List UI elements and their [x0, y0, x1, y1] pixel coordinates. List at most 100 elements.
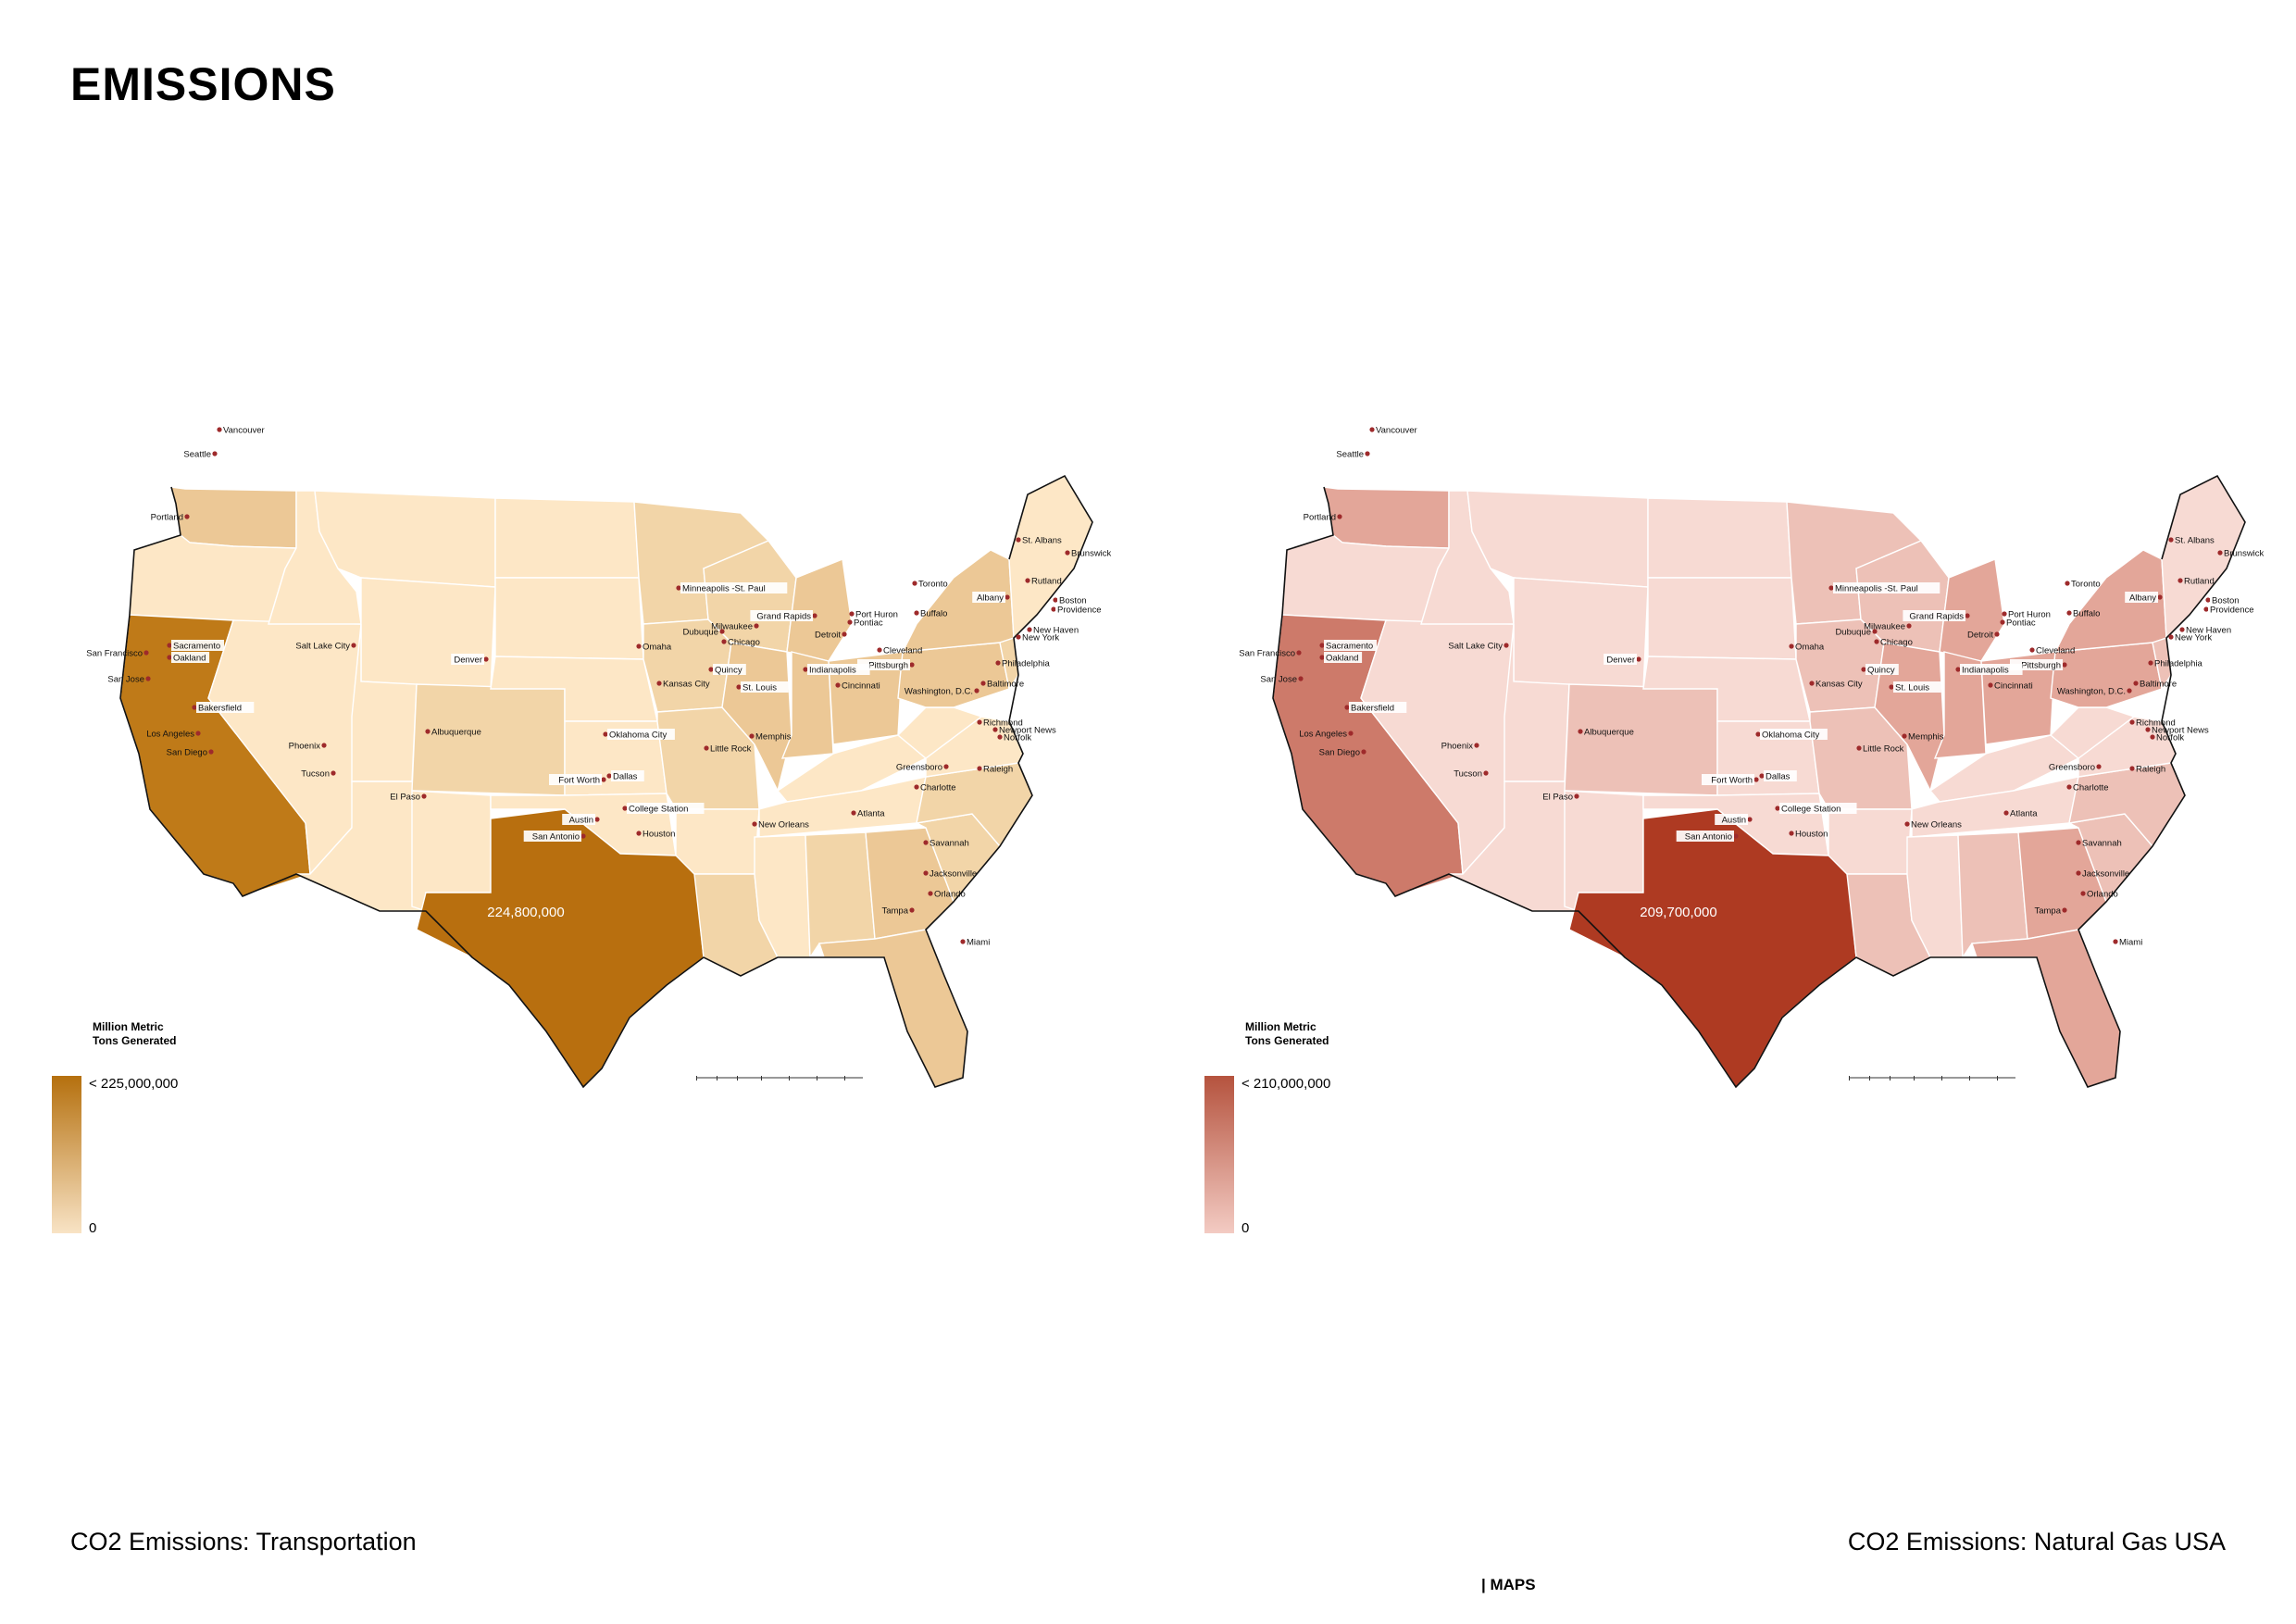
city-label-box	[1603, 654, 1637, 665]
city-tampa: Tampa	[881, 906, 915, 916]
city-dot	[1319, 643, 1325, 648]
city-label: Vancouver	[223, 425, 265, 435]
city-new-orleans: New Orleans	[1904, 819, 1962, 830]
state-colorado	[1564, 683, 1718, 796]
city-label: Bakersfield	[198, 703, 242, 713]
city-dot	[2129, 719, 2135, 725]
city-label-box	[1324, 640, 1377, 651]
city-dot	[708, 667, 714, 672]
city-san-francisco: San Francisco	[1239, 648, 1302, 658]
city-cincinnati: Cincinnati	[1988, 681, 2033, 691]
city-providence: Providence	[1051, 604, 1108, 615]
city-label: Jacksonville	[2082, 868, 2129, 879]
state-colorado	[411, 683, 566, 796]
city-dot	[217, 427, 222, 432]
city-label: Albuquerque	[1584, 727, 1634, 737]
city-charlotte: Charlotte	[914, 782, 956, 793]
city-label: Houston	[1795, 829, 1828, 839]
caption-transportation: CO2 Emissions: Transportation	[70, 1528, 417, 1555]
legend-max-label: < 225,000,000	[89, 1076, 179, 1092]
city-label-box	[523, 831, 581, 842]
city-label: Minneapolis -St. Paul	[682, 583, 766, 593]
city-newport-news: Newport News	[2145, 725, 2209, 735]
city-atlanta: Atlanta	[2003, 808, 2038, 818]
city-dot	[2003, 810, 2009, 816]
city-label: El Paso	[1542, 792, 1573, 802]
city-label-box	[741, 681, 789, 693]
city-dot	[1016, 634, 1021, 640]
state-oregon	[129, 534, 298, 625]
city-san-diego: San Diego	[1319, 747, 1366, 757]
city-dot	[2217, 550, 2223, 556]
city-austin: Austin	[1715, 814, 1753, 825]
city-dot	[1809, 681, 1815, 686]
city-dot	[2129, 766, 2135, 771]
city-label-box	[1960, 664, 2023, 675]
city-pittsburgh: Pittsburgh	[857, 659, 915, 670]
city-oklahoma-city: Oklahoma City	[603, 729, 675, 740]
city-label: Buffalo	[2073, 608, 2100, 618]
state-michigan	[1939, 558, 2005, 662]
city-label-box	[1715, 814, 1748, 825]
city-dot	[997, 734, 1003, 740]
city-label-box	[2208, 604, 2261, 615]
city-pittsburgh: Pittsburgh	[2010, 659, 2067, 670]
texas-total-label: 224,800,000	[487, 905, 564, 920]
city-label-box	[1764, 770, 1797, 781]
city-label: Port Huron	[2008, 609, 2051, 619]
city-dot	[1906, 623, 1912, 629]
city-dot	[851, 810, 856, 816]
city-label: College Station	[1781, 804, 1841, 814]
city-dallas: Dallas	[606, 770, 644, 781]
city-label: Cleveland	[2036, 645, 2075, 656]
city-new-york: New York	[2168, 632, 2212, 643]
city-label: Richmond	[983, 718, 1023, 728]
city-label: New Orleans	[1911, 819, 1962, 830]
city-label: Toronto	[2071, 579, 2101, 589]
city-label: Greensboro	[2049, 762, 2095, 772]
city-bakersfield: Bakersfield	[192, 702, 255, 713]
city-label: San Francisco	[1239, 648, 1295, 658]
city-label: Portland	[1304, 512, 1336, 522]
city-atlanta: Atlanta	[851, 808, 885, 818]
city-dot	[1365, 451, 1370, 456]
city-oakland: Oakland	[1319, 652, 1363, 663]
city-dot	[2002, 611, 2007, 617]
city-dot	[2148, 660, 2153, 666]
city-dubuque: Dubuque	[1835, 627, 1878, 637]
city-dot	[167, 655, 172, 660]
city-dot	[622, 806, 628, 811]
city-new-haven: New Haven	[1027, 625, 1079, 635]
legend-min-label: 0	[1242, 1220, 1250, 1236]
city-label: Fort Worth	[558, 775, 600, 785]
city-dot	[1755, 731, 1761, 737]
city-label: Orlando	[2087, 889, 2118, 899]
city-label-box	[1055, 604, 1108, 615]
city-dot	[145, 676, 151, 681]
city-label: Salt Lake City	[295, 641, 350, 651]
city-dot	[1027, 627, 1032, 632]
city-label: Miami	[2119, 937, 2142, 947]
city-label: El Paso	[390, 792, 420, 802]
city-label: Sacramento	[173, 641, 220, 651]
city-label: Orlando	[934, 889, 966, 899]
city-dot	[1775, 806, 1780, 811]
city-dot	[752, 821, 757, 827]
city-label: Oklahoma City	[609, 730, 668, 740]
city-label: St. Louis	[1895, 682, 1929, 693]
city-label: Dallas	[613, 771, 638, 781]
city-dot	[331, 770, 336, 776]
city-label-box	[1676, 831, 1734, 842]
city-dot	[2096, 764, 2102, 769]
legend-title-line-2: Tons Generated	[93, 1034, 177, 1047]
city-los-angeles: Los Angeles	[1299, 729, 1354, 739]
city-phoenix: Phoenix	[1441, 741, 1479, 751]
city-dot	[1753, 777, 1759, 782]
city-bakersfield: Bakersfield	[1344, 702, 1407, 713]
city-label: Detroit	[815, 630, 841, 640]
city-dot	[1861, 667, 1866, 672]
city-dot	[2177, 578, 2183, 583]
city-dot	[1053, 597, 1058, 603]
city-dot	[1889, 684, 1894, 690]
city-portland: Portland	[1304, 512, 1342, 522]
